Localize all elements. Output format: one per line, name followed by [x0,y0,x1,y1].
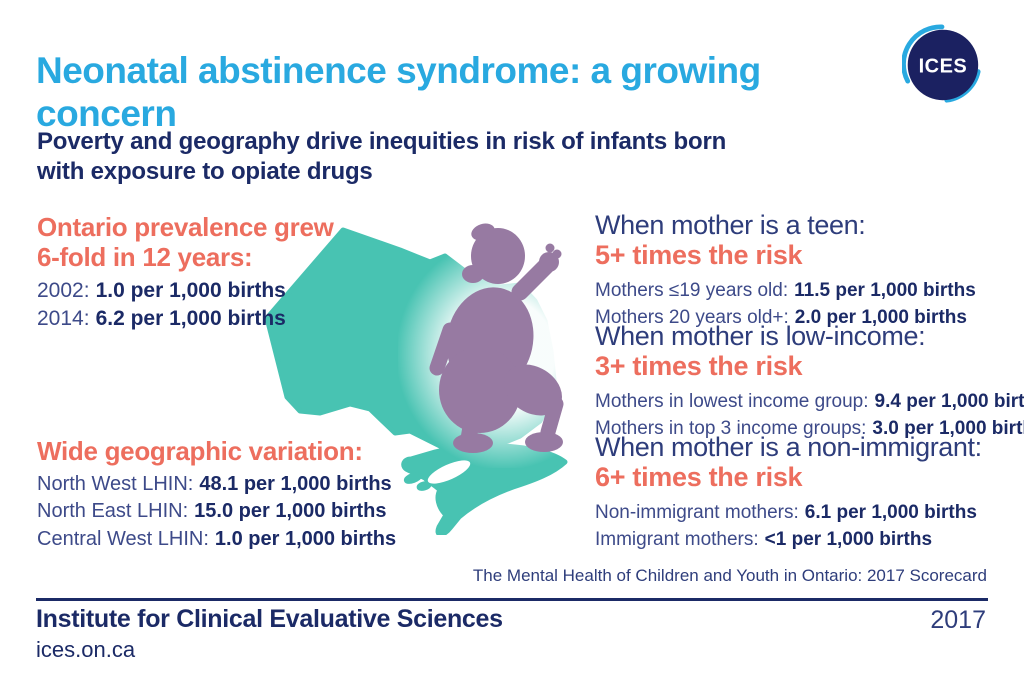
stat-row: Mothers ≤19 years old: 11.5 per 1,000 bir… [595,278,1015,305]
footer-organization: Institute for Clinical Evaluative Scienc… [36,605,503,633]
page-title-line-2: concern [36,93,177,135]
page-title: Neonatal abstinence syndrome: a growing … [36,49,856,136]
stat-label: Non-immigrant mothers: [595,501,799,523]
stat-value: 1.0 per 1,000 births [95,279,286,303]
stat-row: North West LHIN: 48.1 per 1,000 births [37,471,397,498]
stat-row: Mothers in lowest income group: 9.4 per 1… [595,389,1024,416]
stat-value: 6.2 per 1,000 births [95,307,286,331]
ices-logo: ICES [901,24,982,104]
stat-value: <1 per 1,000 births [764,528,933,550]
stat-row: Immigrant mothers: <1 per 1,000 births [595,527,1015,554]
stat-row: Non-immigrant mothers: 6.1 per 1,000 birt… [595,500,1015,527]
geographic-block: Wide geographic variation: North West LH… [37,436,397,553]
stat-label: Mothers in top 3 income groups: [595,417,867,439]
geographic-heading: Wide geographic variation: [37,436,363,466]
footer-website: ices.on.ca [36,637,136,662]
stat-value: 3.0 per 1,000 births [872,417,1024,439]
risk-multiplier: 6+ times the risk [595,462,803,493]
stat-row: Mothers 20 years old+: 2.0 per 1,000 birt… [595,305,1015,332]
footer-divider [36,598,988,601]
stat-label: 2014: [37,307,90,331]
risk-heading: When mother is a teen: [595,210,866,240]
stat-value: 2.0 per 1,000 births [794,306,967,328]
page-subtitle-line-2: with exposure to opiate drugs [37,158,373,185]
stat-row: 2014: 6.2 per 1,000 births [37,305,357,333]
page-subtitle-line-1: Poverty and geography drive inequities i… [37,128,727,155]
page-title-line-1: Neonatal abstinence syndrome: a growing [36,49,761,91]
stat-label: Mothers ≤19 years old: [595,279,789,301]
stat-value: 6.1 per 1,000 births [804,501,977,523]
stat-value: 9.4 per 1,000 births [874,390,1024,412]
stat-value: 48.1 per 1,000 births [199,473,392,496]
risk-multiplier: 5+ times the risk [595,240,803,271]
risk-heading: When mother is a non-immigrant: [595,432,982,462]
stat-label: Mothers in lowest income group: [595,390,869,412]
stat-value: 1.0 per 1,000 births [214,527,397,550]
ices-logo-text: ICES [919,56,968,78]
prevalence-block: Ontario prevalence grew 6-fold in 12 yea… [37,212,357,334]
risk-section-low-income: When mother is low-income: 3+ times the … [595,321,1024,443]
stat-label: Immigrant mothers: [595,528,759,550]
source-citation: The Mental Health of Children and Youth … [472,566,987,585]
crouching-infant-silhouette [429,223,564,453]
stat-row: Central West LHIN: 1.0 per 1,000 births [37,526,397,553]
stat-label: 2002: [37,279,90,303]
ices-logo-icon: ICES [901,24,981,103]
stat-row: Mothers in top 3 income groups: 3.0 per 1… [595,416,1024,443]
footer-year: 2017 [930,606,986,634]
stat-value: 11.5 per 1,000 births [794,279,976,301]
stat-label: North East LHIN: [37,500,189,523]
risk-heading: When mother is low-income: [595,321,926,351]
risk-multiplier: 3+ times the risk [595,351,803,382]
risk-section-non-immigrant: When mother is a non-immigrant: 6+ times… [595,432,1015,553]
risk-section-teen: When mother is a teen: 5+ times the risk… [595,210,1015,331]
stat-row: North East LHIN: 15.0 per 1,000 births [37,498,397,525]
prevalence-heading-line-2: 6-fold in 12 years: [37,242,253,273]
stat-label: North West LHIN: [37,473,194,496]
stat-label: Mothers 20 years old+: [595,306,789,328]
stat-label: Central West LHIN: [37,527,209,550]
prevalence-heading-line-1: Ontario prevalence grew [37,212,334,242]
stat-row: 2002: 1.0 per 1,000 births [37,277,357,305]
page-subtitle: Poverty and geography drive inequities i… [37,127,857,187]
stat-value: 15.0 per 1,000 births [194,500,387,523]
prevalence-heading: Ontario prevalence grew 6-fold in 12 yea… [37,212,357,272]
